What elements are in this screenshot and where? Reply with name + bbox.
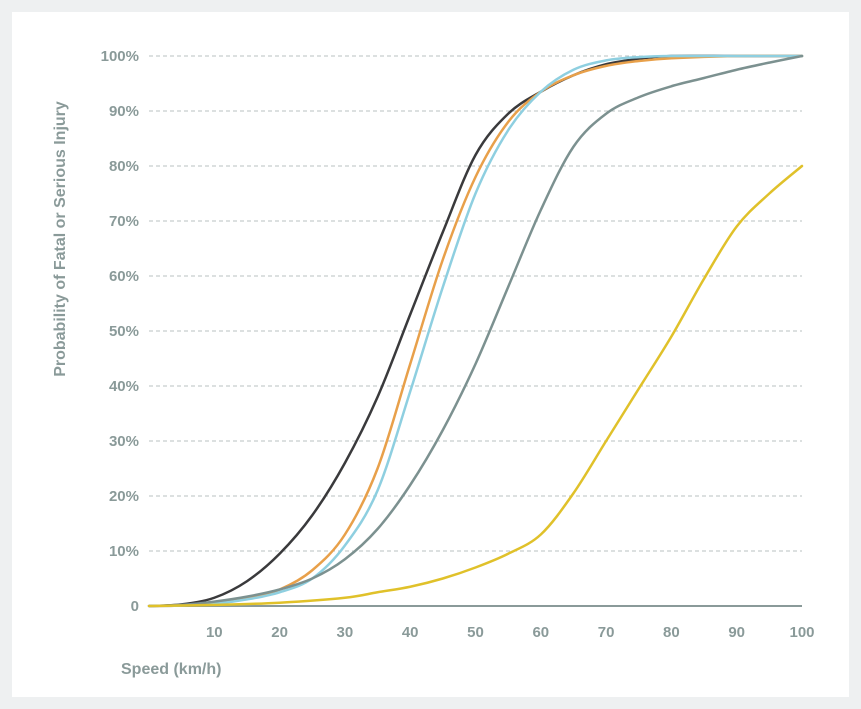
x-tick-label: 100 — [789, 624, 814, 641]
y-tick-label: 30% — [109, 433, 139, 450]
probability-vs-speed-chart: 0 10% 20% 30% 40% 50% 60% 70% 80% 90% 100% 10 20 30 40… — [52, 48, 815, 678]
y-tick-label: 90% — [109, 103, 139, 120]
tick-labels: 0 10% 20% 30% 40% 50% 60% 70% 80% 90% 100% 10 20 30 40… — [101, 48, 815, 641]
gridlines — [149, 55, 802, 552]
chart-panel: 0 10% 20% 30% 40% 50% 60% 70% 80% 90% 100% 10 20 30 40… — [12, 12, 849, 697]
y-tick-label: 60% — [109, 268, 139, 285]
series-line-5 — [147, 164, 804, 608]
x-tick-label: 50 — [467, 624, 484, 641]
x-tick-label: 20 — [271, 624, 288, 641]
x-tick-label: 70 — [598, 624, 615, 641]
y-tick-label: 80% — [109, 158, 139, 175]
x-tick-label: 30 — [337, 624, 354, 641]
x-tick-label: 10 — [206, 624, 223, 641]
y-tick-label: 20% — [109, 488, 139, 505]
y-tick-label: 40% — [109, 378, 139, 395]
series-line-3 — [147, 54, 804, 608]
y-tick-label: 0 — [131, 598, 139, 615]
y-tick-label: 100% — [101, 48, 139, 65]
x-axis-title: Speed (km/h) — [121, 661, 221, 678]
series-lines — [147, 54, 804, 608]
y-axis-title: Probability of Fatal or Serious Injury — [52, 101, 69, 377]
x-tick-label: 90 — [728, 624, 745, 641]
series-line-4 — [147, 54, 804, 608]
y-tick-label: 10% — [109, 543, 139, 560]
x-tick-label: 60 — [532, 624, 549, 641]
x-tick-label: 40 — [402, 624, 419, 641]
x-tick-label: 80 — [663, 624, 680, 641]
y-tick-label: 70% — [109, 213, 139, 230]
series-line-1 — [147, 54, 804, 608]
y-tick-label: 50% — [109, 323, 139, 340]
